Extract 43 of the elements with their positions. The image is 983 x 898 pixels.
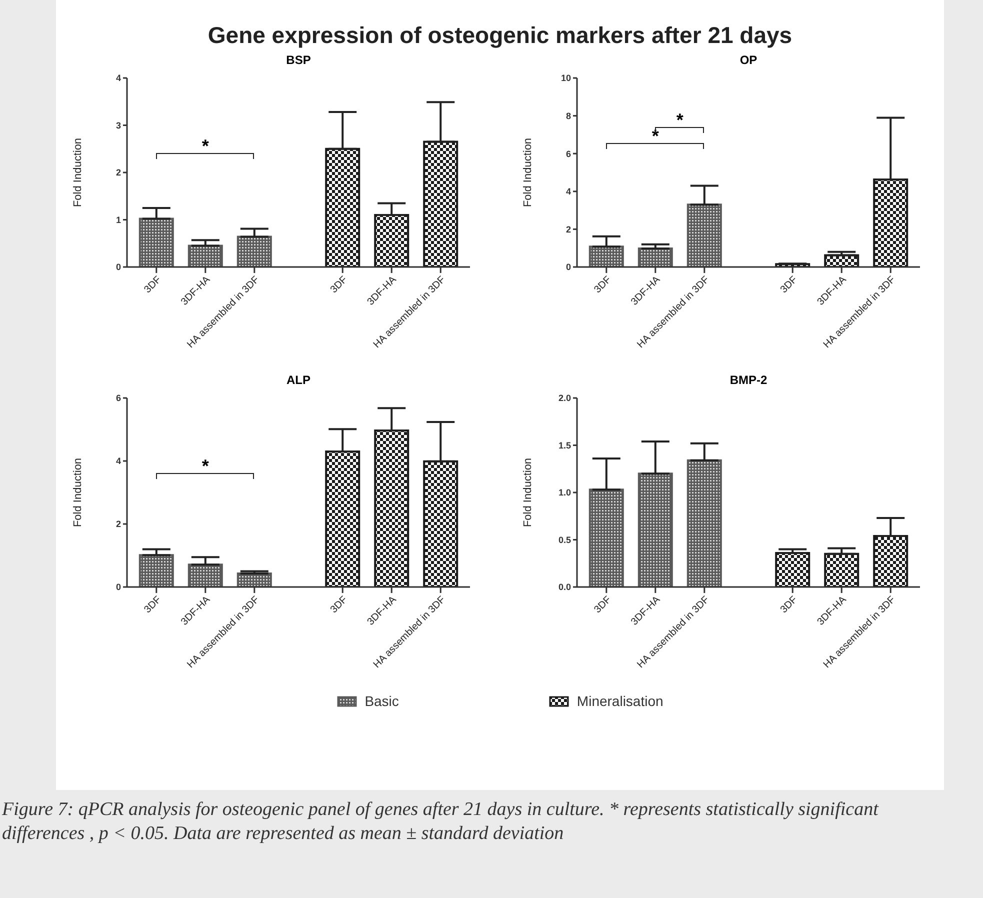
y-tick-label: 4: [116, 456, 121, 466]
y-tick-label: 2: [116, 168, 121, 178]
text: Gene expression of osteogenic markers after 21 days: [206, 21, 794, 49]
x-tick-label: 3DF: [592, 594, 614, 616]
y-tick-label: 6: [566, 148, 571, 159]
annotation: *: [676, 110, 684, 130]
x-tick-label: 3DF: [142, 594, 164, 616]
y-tick-label: 1: [116, 214, 121, 225]
caption: Figure 7: qPCR analysis for osteogenic panel of genes after 21 days in culture. * represents statistically significant differences , p < 0.05. Data are represented as mean ± standard deviation: [1, 798, 880, 846]
y-tick-label: 2.0: [558, 393, 571, 404]
y-tick-label: 2: [566, 224, 571, 234]
y-tick-label: 0: [566, 262, 571, 272]
y-tick-label: 0: [116, 262, 121, 272]
y-tick-label: 2: [116, 519, 121, 530]
y-tick-label: 6: [116, 393, 121, 404]
y-tick-label: 0.0: [558, 582, 571, 592]
y-axis-title: Fold Induction: [72, 458, 84, 528]
y-tick-label: 3: [116, 120, 121, 130]
annotation: *: [200, 456, 210, 477]
x-tick-label: 3DF: [778, 274, 800, 296]
y-tick-label: 0: [116, 582, 121, 592]
y-tick-label: 1.5: [558, 440, 571, 450]
y-tick-label: 4: [566, 186, 571, 197]
chart-title: BSP: [285, 53, 312, 67]
y-tick-label: 8: [566, 110, 571, 121]
y-tick-label: 0.5: [558, 534, 571, 545]
x-tick-label: 3DF: [592, 274, 614, 296]
x-tick-label: 3DF: [778, 594, 800, 616]
y-axis-title: Fold Induction: [72, 138, 84, 208]
y-tick-label: 10: [560, 73, 571, 84]
y-tick-label: 1.0: [558, 488, 571, 498]
y-axis-title: Fold Induction: [522, 458, 534, 528]
y-tick-label: 4: [116, 73, 121, 84]
chart-title: BMP-2: [728, 373, 768, 387]
x-tick-label: 3DF: [142, 274, 164, 296]
annotation: *: [200, 136, 210, 157]
chart-title: OP: [738, 53, 758, 67]
chart-title: ALP: [286, 373, 312, 387]
x-tick-label: 3DF: [328, 274, 350, 296]
legend-label: Mineralisation: [576, 693, 664, 709]
x-tick-label: 3DF: [328, 594, 350, 616]
y-axis-title: Fold Induction: [522, 138, 534, 208]
legend-label: Basic: [364, 693, 399, 709]
